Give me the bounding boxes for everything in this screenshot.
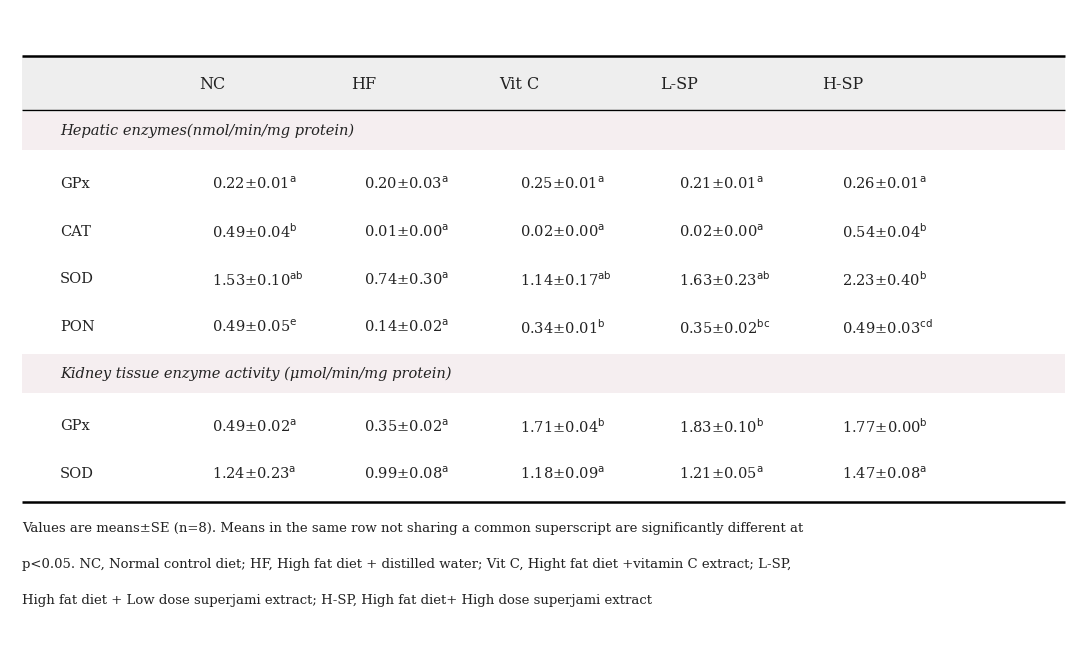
Bar <box>22 56 1065 110</box>
Text: SOD: SOD <box>60 467 93 481</box>
Text: High fat diet + Low dose superjami extract; H-SP, High fat diet+ High dose super: High fat diet + Low dose superjami extra… <box>22 594 652 607</box>
Text: 0.54±0.04$^{\mathrm{b}}$: 0.54±0.04$^{\mathrm{b}}$ <box>842 223 928 241</box>
Text: 0.01±0.00$^{\mathrm{a}}$: 0.01±0.00$^{\mathrm{a}}$ <box>364 223 449 240</box>
Text: SOD: SOD <box>60 272 93 287</box>
Text: 1.77±0.00$^{\mathrm{b}}$: 1.77±0.00$^{\mathrm{b}}$ <box>842 417 928 436</box>
Text: NC: NC <box>199 76 225 93</box>
Text: Hepatic enzymes(nmol/min/mg protein): Hepatic enzymes(nmol/min/mg protein) <box>60 123 354 138</box>
Text: 0.49±0.04$^{\mathrm{b}}$: 0.49±0.04$^{\mathrm{b}}$ <box>212 223 298 241</box>
Text: Vit C: Vit C <box>499 76 540 93</box>
Text: 0.22±0.01$^{\mathrm{a}}$: 0.22±0.01$^{\mathrm{a}}$ <box>212 176 297 193</box>
Text: 1.47±0.08$^{\mathrm{a}}$: 1.47±0.08$^{\mathrm{a}}$ <box>842 466 927 483</box>
Text: 1.24±0.23$^{\mathrm{a}}$: 1.24±0.23$^{\mathrm{a}}$ <box>212 466 296 483</box>
Text: 0.02±0.00$^{\mathrm{a}}$: 0.02±0.00$^{\mathrm{a}}$ <box>679 223 764 240</box>
Text: 0.35±0.02$^{\mathrm{a}}$: 0.35±0.02$^{\mathrm{a}}$ <box>364 418 449 435</box>
Text: GPx: GPx <box>60 177 89 191</box>
Text: H-SP: H-SP <box>822 76 863 93</box>
Text: Kidney tissue enzyme activity (μmol/min/mg protein): Kidney tissue enzyme activity (μmol/min/… <box>60 366 451 381</box>
Text: 0.74±0.30$^{\mathrm{a}}$: 0.74±0.30$^{\mathrm{a}}$ <box>364 271 449 288</box>
Text: PON: PON <box>60 320 95 334</box>
Text: 0.34±0.01$^{\mathrm{b}}$: 0.34±0.01$^{\mathrm{b}}$ <box>520 318 605 336</box>
Text: 0.25±0.01$^{\mathrm{a}}$: 0.25±0.01$^{\mathrm{a}}$ <box>520 176 604 193</box>
Text: 0.26±0.01$^{\mathrm{a}}$: 0.26±0.01$^{\mathrm{a}}$ <box>842 176 927 193</box>
Text: 1.18±0.09$^{\mathrm{a}}$: 1.18±0.09$^{\mathrm{a}}$ <box>520 466 604 483</box>
Text: 0.35±0.02$^{\mathrm{bc}}$: 0.35±0.02$^{\mathrm{bc}}$ <box>679 318 771 336</box>
Bar <box>22 354 1065 393</box>
Text: 0.49±0.03$^{\mathrm{cd}}$: 0.49±0.03$^{\mathrm{cd}}$ <box>842 318 934 336</box>
Text: 0.20±0.03$^{\mathrm{a}}$: 0.20±0.03$^{\mathrm{a}}$ <box>364 176 449 193</box>
Text: 0.49±0.02$^{\mathrm{a}}$: 0.49±0.02$^{\mathrm{a}}$ <box>212 418 297 435</box>
Text: 1.21±0.05$^{\mathrm{a}}$: 1.21±0.05$^{\mathrm{a}}$ <box>679 466 764 483</box>
Text: 0.21±0.01$^{\mathrm{a}}$: 0.21±0.01$^{\mathrm{a}}$ <box>679 176 764 193</box>
Bar <box>22 112 1065 150</box>
Text: 1.71±0.04$^{\mathrm{b}}$: 1.71±0.04$^{\mathrm{b}}$ <box>520 417 605 436</box>
Text: 2.23±0.40$^{\mathrm{b}}$: 2.23±0.40$^{\mathrm{b}}$ <box>842 270 927 289</box>
Text: p<0.05. NC, Normal control diet; HF, High fat diet + distilled water; Vit C, Hig: p<0.05. NC, Normal control diet; HF, Hig… <box>22 558 791 571</box>
Text: HF: HF <box>351 76 377 93</box>
Text: GPx: GPx <box>60 419 89 434</box>
Text: 0.14±0.02$^{\mathrm{a}}$: 0.14±0.02$^{\mathrm{a}}$ <box>364 319 449 336</box>
Text: 0.49±0.05$^{\mathrm{e}}$: 0.49±0.05$^{\mathrm{e}}$ <box>212 319 298 336</box>
Text: 0.99±0.08$^{\mathrm{a}}$: 0.99±0.08$^{\mathrm{a}}$ <box>364 466 449 483</box>
Text: 1.14±0.17$^{\mathrm{ab}}$: 1.14±0.17$^{\mathrm{ab}}$ <box>520 270 611 289</box>
Text: Values are means±SE (n=8). Means in the same row not sharing a common superscrip: Values are means±SE (n=8). Means in the … <box>22 522 803 535</box>
Text: 1.83±0.10$^{\mathrm{b}}$: 1.83±0.10$^{\mathrm{b}}$ <box>679 417 764 436</box>
Text: 0.02±0.00$^{\mathrm{a}}$: 0.02±0.00$^{\mathrm{a}}$ <box>520 223 604 240</box>
Text: L-SP: L-SP <box>661 76 698 93</box>
Text: CAT: CAT <box>60 225 90 239</box>
Text: 1.53±0.10$^{\mathrm{ab}}$: 1.53±0.10$^{\mathrm{ab}}$ <box>212 270 303 289</box>
Text: 1.63±0.23$^{\mathrm{ab}}$: 1.63±0.23$^{\mathrm{ab}}$ <box>679 270 771 289</box>
